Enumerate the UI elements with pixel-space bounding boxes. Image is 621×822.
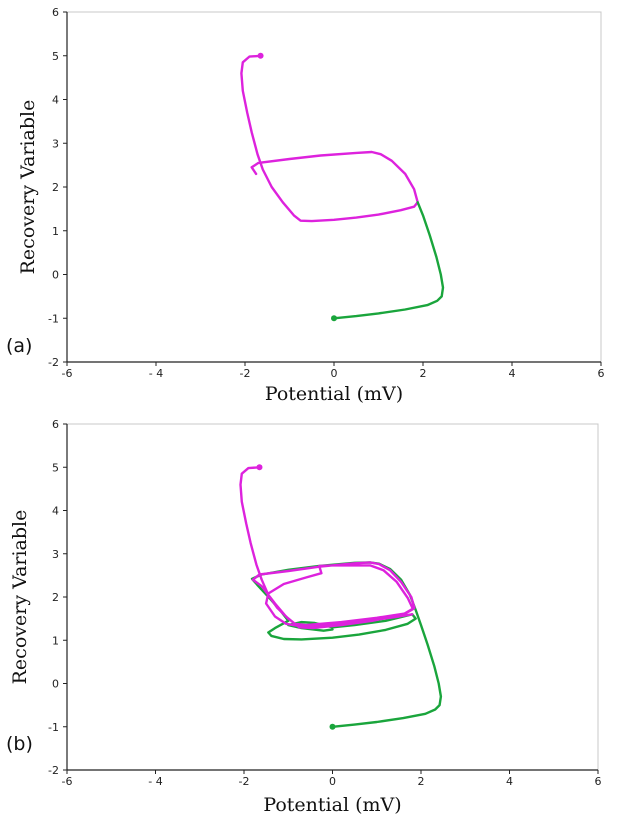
y-tick-label: 1	[52, 225, 59, 238]
y-axis-label: Recovery Variable	[17, 100, 39, 275]
y-tick-label: 0	[52, 269, 59, 282]
trajectory-line-1	[332, 201, 445, 320]
y-tick-label: 6	[52, 418, 59, 431]
trajectory-line-0	[250, 561, 443, 728]
x-tick-label: 0	[331, 367, 338, 380]
start-point-marker-0	[329, 723, 336, 730]
y-tick-label: -1	[48, 312, 59, 325]
x-axis-label: Potential (mV)	[263, 794, 401, 816]
x-tick-label: 4	[509, 367, 516, 380]
plot-frame	[66, 11, 602, 363]
y-tick-label: 3	[52, 137, 59, 150]
plot-frame	[66, 423, 599, 771]
x-tick-label: 0	[329, 775, 336, 788]
x-tick-label: - 4	[148, 775, 162, 788]
x-tick-label: - 4	[149, 367, 163, 380]
x-axis-label: Potential (mV)	[265, 383, 403, 405]
y-tick-label: 6	[52, 6, 59, 19]
y-tick-label: 2	[52, 591, 59, 604]
y-tick-label: -2	[48, 764, 59, 777]
x-tick-label: 2	[418, 775, 425, 788]
x-tick-label: 4	[506, 775, 513, 788]
y-axis-label: Recovery Variable	[9, 510, 31, 685]
y-tick-label: 3	[52, 548, 59, 561]
y-tick-label: 5	[52, 461, 59, 474]
y-tick-label: 5	[52, 50, 59, 63]
y-tick-label: 1	[52, 634, 59, 647]
panel-label: (a)	[6, 335, 32, 357]
y-tick-label: 0	[52, 678, 59, 691]
y-tick-label: -1	[48, 721, 59, 734]
y-tick-label: 2	[52, 181, 59, 194]
start-point-marker-1	[256, 464, 263, 471]
x-tick-label: -6	[62, 775, 73, 788]
x-tick-label: 2	[420, 367, 427, 380]
y-tick-label: 4	[52, 94, 59, 107]
y-tick-label: 4	[52, 505, 59, 518]
start-point-marker-0	[257, 52, 264, 59]
trajectory-line-0	[240, 54, 419, 223]
panel-label: (b)	[6, 733, 33, 755]
chart-panel-1: -6 - 4 -2 0 2 4 6 -2 -1 0 1 2 3 4 5 6 Potential (mV) Reco…	[6, 418, 602, 816]
x-tick-label: 6	[595, 775, 602, 788]
trajectory-line-1	[239, 466, 416, 630]
y-tick-label: -2	[48, 356, 59, 369]
x-tick-label: -6	[62, 367, 73, 380]
chart-panel-0: -6 - 4 -2 0 2 4 6 -2 -1 0 1 2 3 4 5 6 Potential (mV) Reco…	[6, 6, 605, 405]
x-tick-label: -2	[240, 367, 251, 380]
x-tick-label: -2	[239, 775, 250, 788]
start-point-marker-1	[331, 315, 337, 322]
x-tick-label: 6	[598, 367, 605, 380]
